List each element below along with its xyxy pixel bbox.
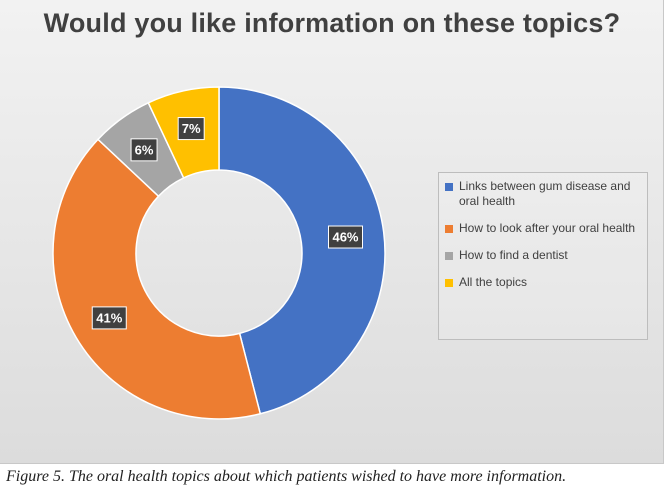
chart-area: Would you like information on these topi… (0, 0, 664, 464)
figure-caption: Figure 5. The oral health topics about w… (6, 468, 567, 485)
data-label-text: 41% (96, 310, 122, 325)
chart-title: Would you like information on these topi… (43, 8, 621, 38)
legend-item-links-between-gum-disease-and-oral-health: Links between gum disease and oral healt… (441, 179, 647, 209)
legend-swatch (445, 279, 453, 287)
data-label-box (91, 306, 127, 330)
data-label-how-to-find-a-dentist: 6% (130, 138, 158, 162)
legend-label: Links between gum disease and oral healt… (459, 179, 631, 208)
legend-item-how-to-find-a-dentist: How to find a dentist (441, 248, 647, 263)
donut-slice-how-to-look-after-your-oral-health (52, 138, 262, 420)
legend-label: All the topics (459, 275, 528, 289)
data-label-text: 46% (332, 230, 358, 245)
data-label-box (327, 225, 363, 249)
legend: Links between gum disease and oral healt… (438, 172, 648, 340)
data-label-text: 6% (135, 142, 154, 157)
data-label-text: 7% (182, 121, 201, 136)
legend-label: How to find a dentist (459, 248, 568, 262)
legend-label: How to look after your oral health (459, 221, 636, 235)
legend-swatch (445, 183, 453, 191)
legend-swatch (445, 252, 453, 260)
data-label-box (177, 117, 205, 141)
data-label-links-between-gum-disease-and-oral-health: 46% (327, 225, 363, 249)
legend-item-all-the-topics: All the topics (441, 275, 647, 290)
legend-swatch (445, 225, 453, 233)
donut-chart: 46% 41% 6% 7% (52, 86, 386, 420)
data-label-box (130, 138, 158, 162)
data-label-how-to-look-after-your-oral-health: 41% (91, 306, 127, 330)
donut-slice-links-between-gum-disease-and-oral-health (218, 86, 386, 415)
legend-item-how-to-look-after-your-oral-health: How to look after your oral health (441, 221, 647, 236)
data-label-all-the-topics: 7% (177, 117, 205, 141)
